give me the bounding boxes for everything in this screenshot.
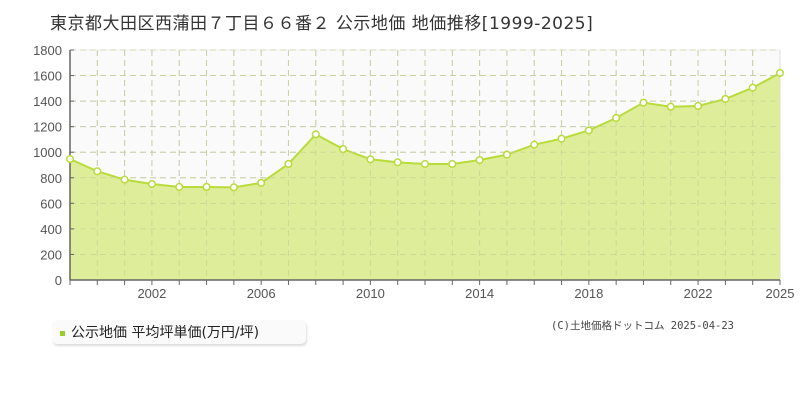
svg-text:200: 200 <box>40 247 62 262</box>
data-point <box>557 134 566 143</box>
data-point <box>120 175 129 184</box>
svg-text:1600: 1600 <box>33 69 62 84</box>
svg-text:1800: 1800 <box>33 43 62 58</box>
svg-text:2002: 2002 <box>137 286 166 301</box>
data-point <box>420 159 430 169</box>
data-point <box>502 150 511 159</box>
data-point <box>65 154 75 164</box>
svg-text:2022: 2022 <box>684 286 713 301</box>
data-point <box>475 155 484 165</box>
data-point <box>257 178 266 187</box>
data-point <box>229 183 238 192</box>
svg-text:2006: 2006 <box>247 286 276 301</box>
data-point <box>694 101 703 111</box>
svg-text:1400: 1400 <box>33 94 62 109</box>
svg-text:1200: 1200 <box>33 120 62 135</box>
svg-text:2014: 2014 <box>465 286 494 301</box>
data-point <box>147 179 156 189</box>
data-point <box>339 144 348 154</box>
data-point <box>748 83 757 92</box>
svg-text:800: 800 <box>40 171 62 186</box>
data-point <box>448 159 457 169</box>
data-point <box>393 158 402 167</box>
data-point <box>311 130 320 139</box>
data-point <box>666 102 675 111</box>
legend-swatch-icon <box>60 331 65 336</box>
svg-text:0: 0 <box>55 273 62 288</box>
data-point <box>202 182 211 192</box>
svg-text:600: 600 <box>40 196 62 211</box>
data-point <box>721 94 730 103</box>
copyright-text: (C)土地価格ドットコム 2025-04-23 <box>551 320 735 332</box>
data-point <box>530 140 539 149</box>
data-point <box>612 113 621 123</box>
axes <box>69 49 781 285</box>
legend: 公示地価 平均坪単価(万円/坪) <box>52 320 306 344</box>
data-point <box>584 126 593 135</box>
svg-text:1000: 1000 <box>33 145 62 160</box>
svg-text:400: 400 <box>40 222 62 237</box>
chart-title: 東京都大田区西蒲田７丁目６６番２ 公示地価 地価推移[1999-2025] <box>50 14 594 34</box>
x-axis-labels: 2002 2006 2010 2014 2018 2022 2025 <box>137 286 794 301</box>
data-point <box>775 68 785 78</box>
data-points <box>65 68 785 192</box>
y-axis-labels: 0 200 400 600 800 1000 1200 1400 1600 1800 <box>33 43 62 288</box>
svg-text:2010: 2010 <box>356 286 385 301</box>
legend-label: 公示地価 平均坪単価(万円/坪) <box>71 325 260 341</box>
data-point <box>284 159 293 169</box>
data-point <box>93 167 102 176</box>
svg-text:2018: 2018 <box>574 286 603 301</box>
data-point <box>366 155 375 164</box>
data-point <box>175 182 184 192</box>
svg-text:2025: 2025 <box>766 286 795 301</box>
data-point <box>639 98 648 107</box>
